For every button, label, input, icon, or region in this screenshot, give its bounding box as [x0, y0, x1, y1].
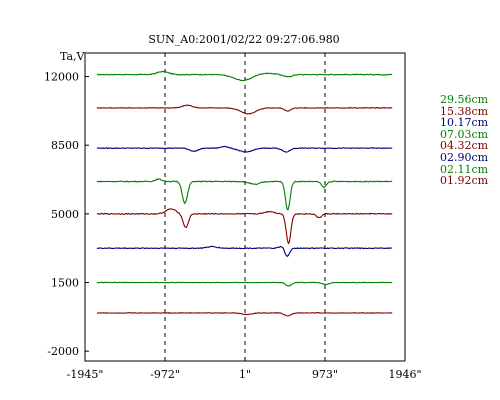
x-axis-ticks: -1945" -972" 1" 973" 1946"	[67, 357, 422, 381]
y-tick-label: 1500	[51, 277, 79, 290]
legend-item: 29.56cm	[440, 93, 489, 106]
legend-item: 01.92cm	[440, 174, 489, 188]
y-tick-label: -2000	[47, 345, 79, 358]
y-axis-label: Ta,V	[60, 50, 86, 63]
y-tick-label: 8500	[51, 139, 79, 152]
series-line-07.03cm	[96, 178, 393, 211]
legend-item: 15.38cm	[440, 104, 489, 118]
x-tick-label: 973"	[312, 368, 338, 381]
x-tick-label: -972"	[150, 368, 180, 381]
y-tick-label: 5000	[51, 208, 79, 221]
legend-item: 02.11cm	[440, 162, 489, 176]
series-line-29.56cm	[96, 70, 393, 82]
legend-item: 02.90cm	[440, 150, 489, 164]
legend-item: 07.03cm	[440, 127, 489, 141]
series-layer	[96, 70, 393, 317]
vertical-guides	[164, 53, 326, 361]
legend: 29.56cm 15.38cm 10.17cm 07.03cm 04.32cm 02.90…	[440, 94, 488, 187]
y-axis-ticks: 12000 8500 5000 1500 -2000	[44, 71, 89, 358]
legend-item: 04.32cm	[440, 139, 489, 153]
series-line-04.32cm	[96, 208, 393, 245]
chart-title: SUN_A0:2001/02/22 09:27:06.980	[148, 33, 339, 46]
x-tick-label: 1946"	[388, 368, 421, 381]
series-line-15.38cm	[96, 104, 393, 115]
y-tick-label: 12000	[44, 71, 79, 84]
series-line-01.92cm	[96, 311, 393, 317]
series-line-02.11cm	[96, 281, 393, 287]
series-line-10.17cm	[96, 145, 393, 153]
series-line-02.90cm	[96, 245, 393, 258]
x-tick-label: -1945"	[67, 368, 104, 381]
x-tick-label: 1"	[239, 368, 251, 381]
legend-item: 10.17cm	[440, 116, 489, 130]
